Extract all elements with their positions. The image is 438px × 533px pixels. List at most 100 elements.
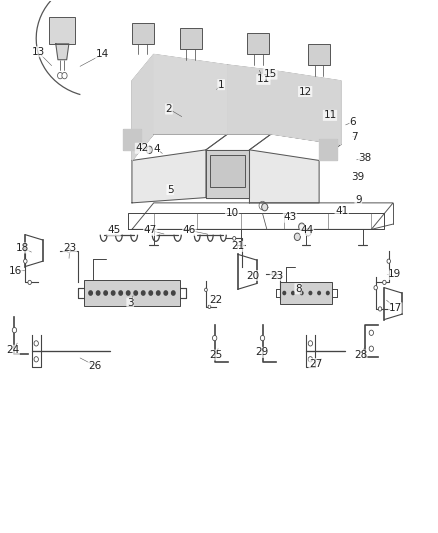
Circle shape bbox=[292, 292, 294, 295]
Text: 21: 21 bbox=[231, 241, 244, 252]
Circle shape bbox=[149, 291, 152, 295]
Circle shape bbox=[127, 291, 130, 295]
Bar bbox=[210, 155, 245, 187]
Circle shape bbox=[141, 291, 145, 295]
Circle shape bbox=[205, 288, 207, 292]
Text: 45: 45 bbox=[107, 225, 120, 236]
Circle shape bbox=[134, 291, 138, 295]
Circle shape bbox=[308, 357, 313, 362]
Bar bbox=[49, 17, 75, 44]
Circle shape bbox=[146, 146, 152, 154]
Polygon shape bbox=[206, 150, 250, 198]
Text: 12: 12 bbox=[299, 86, 312, 96]
Bar bbox=[280, 282, 332, 304]
Text: 46: 46 bbox=[183, 225, 196, 236]
Bar bbox=[180, 28, 201, 49]
Circle shape bbox=[308, 341, 313, 346]
Circle shape bbox=[272, 272, 275, 276]
Text: 16: 16 bbox=[9, 266, 22, 276]
Text: 11: 11 bbox=[257, 74, 270, 84]
Text: 9: 9 bbox=[355, 195, 362, 205]
Text: 10: 10 bbox=[226, 208, 239, 219]
Circle shape bbox=[156, 291, 160, 295]
Circle shape bbox=[283, 292, 286, 295]
Circle shape bbox=[260, 335, 265, 341]
Text: 4: 4 bbox=[153, 144, 159, 154]
Text: 28: 28 bbox=[354, 350, 367, 360]
Polygon shape bbox=[228, 65, 341, 144]
Circle shape bbox=[233, 237, 236, 240]
Text: 14: 14 bbox=[96, 50, 109, 59]
Polygon shape bbox=[319, 139, 336, 160]
Circle shape bbox=[374, 286, 378, 290]
Text: 1: 1 bbox=[218, 79, 225, 90]
Text: 7: 7 bbox=[351, 132, 358, 142]
Circle shape bbox=[305, 228, 311, 236]
Circle shape bbox=[57, 72, 63, 79]
Text: 19: 19 bbox=[388, 270, 401, 279]
Text: 29: 29 bbox=[255, 348, 268, 358]
Polygon shape bbox=[250, 150, 319, 203]
Text: 23: 23 bbox=[63, 243, 76, 253]
Text: 15: 15 bbox=[264, 69, 277, 79]
Circle shape bbox=[294, 233, 300, 240]
Bar bbox=[84, 280, 180, 306]
Text: 17: 17 bbox=[389, 303, 402, 313]
Bar bbox=[308, 44, 330, 65]
Polygon shape bbox=[123, 128, 141, 150]
Text: 11: 11 bbox=[323, 110, 337, 120]
Text: 6: 6 bbox=[350, 117, 357, 127]
Bar bbox=[247, 33, 269, 54]
Circle shape bbox=[309, 292, 312, 295]
Circle shape bbox=[24, 259, 27, 263]
Circle shape bbox=[383, 280, 386, 285]
Circle shape bbox=[67, 248, 71, 253]
Text: 24: 24 bbox=[6, 345, 19, 356]
Circle shape bbox=[12, 327, 17, 333]
Circle shape bbox=[28, 280, 32, 285]
Polygon shape bbox=[154, 54, 228, 134]
Text: 27: 27 bbox=[309, 359, 322, 368]
Text: 44: 44 bbox=[300, 225, 314, 236]
Circle shape bbox=[104, 291, 107, 295]
Text: 5: 5 bbox=[167, 184, 173, 195]
Circle shape bbox=[119, 291, 122, 295]
Circle shape bbox=[318, 292, 321, 295]
Circle shape bbox=[299, 223, 305, 230]
Circle shape bbox=[34, 357, 39, 362]
Circle shape bbox=[96, 291, 100, 295]
Circle shape bbox=[172, 291, 175, 295]
Text: 25: 25 bbox=[209, 350, 223, 360]
Text: 3: 3 bbox=[127, 298, 134, 308]
Circle shape bbox=[300, 292, 303, 295]
Bar bbox=[132, 22, 154, 44]
Circle shape bbox=[326, 292, 329, 295]
Circle shape bbox=[34, 341, 39, 346]
Text: 2: 2 bbox=[166, 104, 172, 114]
Text: 8: 8 bbox=[295, 284, 301, 294]
Circle shape bbox=[378, 307, 382, 311]
Polygon shape bbox=[132, 54, 154, 160]
Circle shape bbox=[208, 305, 211, 309]
Text: 20: 20 bbox=[247, 271, 259, 280]
Text: 13: 13 bbox=[32, 47, 45, 56]
Circle shape bbox=[164, 291, 167, 295]
Circle shape bbox=[369, 346, 374, 351]
Text: 22: 22 bbox=[209, 295, 223, 305]
Text: 38: 38 bbox=[359, 153, 372, 163]
Text: 18: 18 bbox=[16, 243, 29, 253]
Circle shape bbox=[369, 330, 374, 335]
Text: 23: 23 bbox=[270, 271, 283, 280]
Text: 42: 42 bbox=[135, 143, 148, 154]
Circle shape bbox=[111, 291, 115, 295]
Circle shape bbox=[62, 72, 67, 79]
Circle shape bbox=[89, 291, 92, 295]
Polygon shape bbox=[132, 150, 206, 203]
Polygon shape bbox=[56, 44, 69, 60]
Text: 47: 47 bbox=[144, 225, 157, 236]
Circle shape bbox=[212, 335, 217, 341]
Text: 41: 41 bbox=[335, 206, 348, 216]
Text: 43: 43 bbox=[283, 212, 297, 222]
Text: 39: 39 bbox=[352, 172, 365, 182]
Circle shape bbox=[261, 204, 268, 211]
